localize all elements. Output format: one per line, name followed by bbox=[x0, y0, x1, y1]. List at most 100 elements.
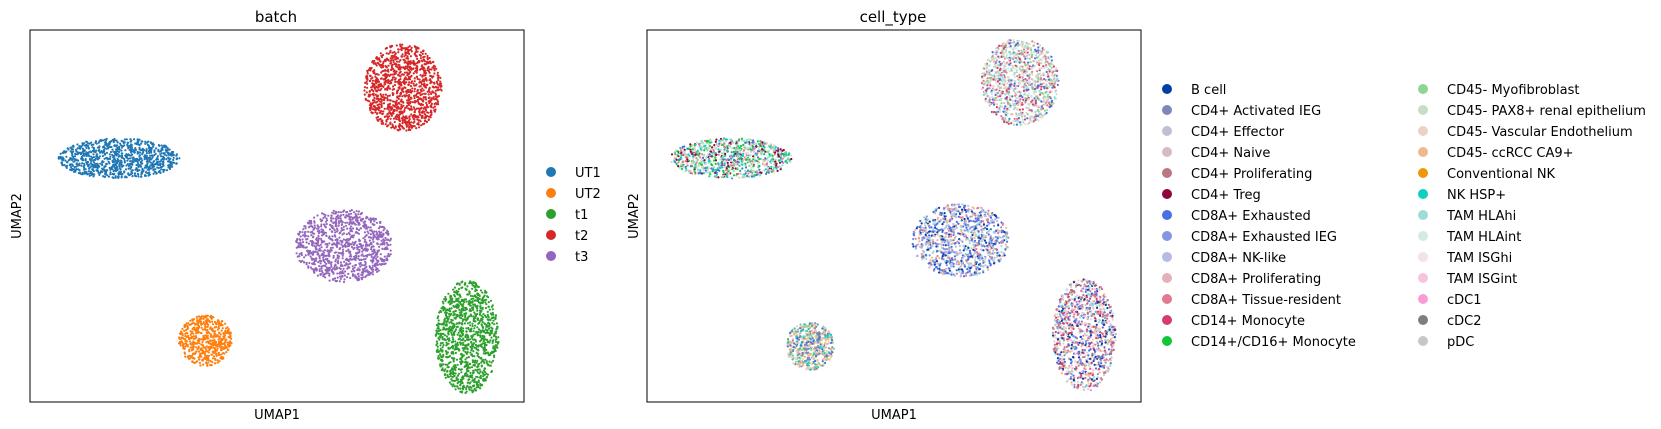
point-ut1 bbox=[158, 169, 161, 173]
point-ut1 bbox=[83, 149, 86, 152]
point-t3 bbox=[349, 253, 352, 256]
point-t3 bbox=[297, 233, 300, 236]
point-t3 bbox=[371, 238, 374, 241]
point-ut1 bbox=[96, 169, 99, 172]
point-ut2 bbox=[193, 328, 196, 331]
point-t1 bbox=[454, 372, 457, 375]
point-t3 bbox=[375, 262, 378, 265]
point-ut2 bbox=[192, 318, 195, 321]
point-t2 bbox=[430, 102, 433, 105]
point-t1 bbox=[452, 373, 455, 376]
point-ut2 bbox=[218, 345, 221, 348]
point-t3 bbox=[339, 277, 342, 280]
point-ut2 bbox=[204, 347, 207, 350]
point-cd45-myofibroblast bbox=[706, 149, 709, 152]
point-ut1 bbox=[129, 163, 132, 166]
point-t2 bbox=[410, 67, 413, 70]
point-t3 bbox=[346, 221, 349, 224]
point-cd8a-exhausted bbox=[758, 168, 761, 171]
point-t1 bbox=[444, 295, 447, 299]
point-t3 bbox=[387, 252, 390, 256]
point-t2 bbox=[411, 87, 414, 90]
point-ut1 bbox=[123, 141, 126, 144]
point-ut1 bbox=[85, 154, 88, 158]
point-t1 bbox=[449, 375, 452, 378]
point-t2 bbox=[395, 99, 398, 102]
point-t2 bbox=[395, 63, 398, 66]
point-ut1 bbox=[82, 152, 85, 155]
point-t1 bbox=[484, 328, 487, 331]
point-t3 bbox=[364, 254, 367, 257]
point-t1 bbox=[436, 327, 439, 330]
point-t3 bbox=[359, 245, 362, 248]
point-t2 bbox=[419, 74, 422, 77]
point-t1 bbox=[483, 345, 486, 349]
point-t3 bbox=[336, 276, 339, 279]
point-t3 bbox=[354, 231, 357, 234]
point-t1 bbox=[454, 364, 457, 367]
point-ut1 bbox=[171, 161, 174, 164]
point-t2 bbox=[426, 105, 429, 108]
legend-marker-ut1 bbox=[546, 167, 556, 177]
point-t2 bbox=[407, 128, 411, 131]
point-t2 bbox=[363, 89, 366, 92]
point-t2 bbox=[419, 57, 422, 60]
batch-xlabel: UMAP1 bbox=[254, 408, 300, 423]
point-t1 bbox=[468, 330, 471, 333]
point-t3 bbox=[320, 225, 323, 228]
point-t1 bbox=[476, 326, 479, 329]
point-ut1 bbox=[60, 156, 63, 159]
point-ut1 bbox=[149, 164, 152, 167]
point-t1 bbox=[474, 317, 477, 320]
point-ut1 bbox=[62, 157, 65, 160]
point-t1 bbox=[472, 281, 475, 284]
point-t1 bbox=[455, 283, 458, 286]
point-t3 bbox=[313, 245, 316, 248]
legend-label-ut1: UT1 bbox=[575, 166, 601, 181]
point-ut1 bbox=[137, 175, 140, 178]
point-ut2 bbox=[201, 328, 205, 331]
point-t3 bbox=[328, 228, 332, 231]
point-ut1 bbox=[107, 142, 110, 145]
point-t2 bbox=[418, 85, 421, 88]
point-t3 bbox=[303, 256, 306, 259]
point-t1 bbox=[473, 320, 476, 323]
point-t2 bbox=[374, 111, 377, 114]
point-ut2 bbox=[183, 352, 187, 355]
point-ut1 bbox=[129, 147, 132, 150]
point-t2 bbox=[370, 86, 373, 89]
point-ut1 bbox=[108, 162, 111, 165]
point-t1 bbox=[446, 308, 449, 311]
point-t3 bbox=[325, 262, 328, 265]
point-t3 bbox=[338, 242, 341, 245]
point-t2 bbox=[392, 117, 396, 120]
point-t2 bbox=[426, 115, 429, 118]
point-t3 bbox=[344, 216, 347, 219]
point-t2 bbox=[380, 66, 383, 69]
point-t3 bbox=[368, 253, 371, 256]
point-t2 bbox=[407, 50, 410, 53]
point-ut1 bbox=[81, 171, 84, 174]
point-ut1 bbox=[90, 157, 93, 160]
point-ut2 bbox=[207, 342, 210, 345]
point-t3 bbox=[381, 259, 384, 263]
point-ut1 bbox=[63, 164, 66, 167]
point-t2 bbox=[372, 62, 376, 65]
point-ut1 bbox=[97, 146, 101, 149]
point-t1 bbox=[476, 312, 479, 316]
point-t3 bbox=[320, 270, 323, 273]
point-t3 bbox=[379, 253, 382, 256]
point-t3 bbox=[304, 254, 307, 257]
point-ut1 bbox=[175, 154, 178, 157]
point-t1 bbox=[436, 342, 439, 345]
point-t3 bbox=[359, 227, 362, 230]
point-t2 bbox=[377, 86, 380, 89]
point-t1 bbox=[438, 357, 441, 360]
point-t1 bbox=[448, 373, 451, 376]
point-t3 bbox=[352, 211, 356, 214]
point-ut1 bbox=[125, 164, 128, 167]
point-t1 bbox=[477, 285, 480, 289]
point-ut2 bbox=[213, 355, 216, 358]
point-ut2 bbox=[207, 351, 210, 354]
point-ut1 bbox=[126, 159, 129, 162]
